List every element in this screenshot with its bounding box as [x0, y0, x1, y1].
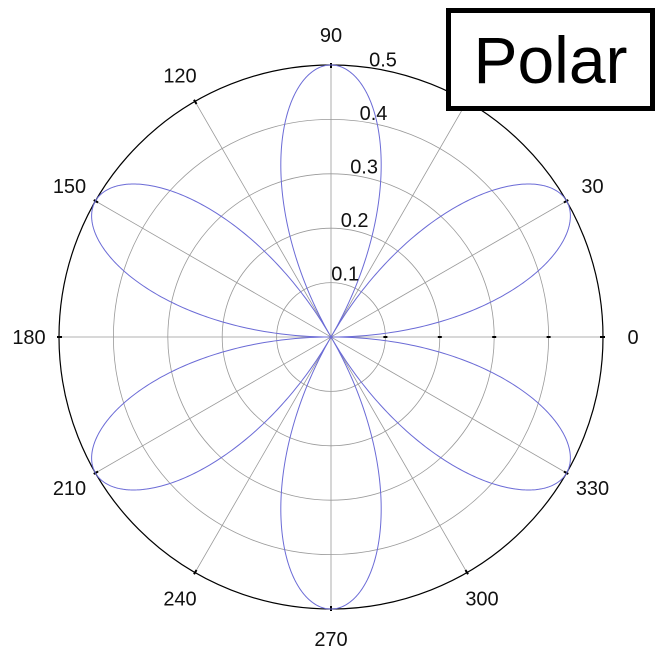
angle-label-240: 240 — [163, 589, 196, 611]
angle-label-150: 150 — [53, 176, 86, 198]
angle-label-30: 30 — [581, 176, 603, 198]
chart-title-box: Polar — [446, 8, 655, 111]
angle-label-270: 270 — [314, 629, 347, 651]
angle-label-0: 0 — [627, 327, 638, 349]
angle-label-180: 180 — [12, 327, 45, 349]
angular-tick-mark-300 — [464, 569, 469, 575]
angle-label-210: 210 — [53, 478, 86, 500]
radius-label-2: 0.3 — [350, 156, 378, 178]
angular-tick-mark-240 — [193, 569, 198, 575]
angle-label-330: 330 — [576, 478, 609, 500]
angular-tick-mark-30 — [563, 199, 569, 204]
tick-labels: 0 30 90 120 150 180 210 240 270 300 330 0.1 0.2 0.3 0.… — [12, 25, 638, 651]
angle-label-120: 120 — [163, 66, 196, 88]
radius-label-3: 0.4 — [360, 103, 388, 125]
radius-label-4: 0.5 — [369, 49, 397, 71]
angular-tick-mark-150 — [93, 199, 99, 204]
curve-layer — [91, 64, 571, 610]
angular-tick-mark-210 — [93, 470, 99, 475]
angular-tick-mark-120 — [193, 99, 198, 105]
angle-label-300: 300 — [465, 589, 498, 611]
series-line-0 — [91, 64, 571, 610]
radius-label-0: 0.1 — [331, 264, 359, 286]
angle-label-90: 90 — [320, 25, 342, 47]
angular-tick-mark-330 — [563, 470, 569, 475]
chart-title: Polar — [473, 22, 628, 97]
radius-label-1: 0.2 — [341, 210, 369, 232]
